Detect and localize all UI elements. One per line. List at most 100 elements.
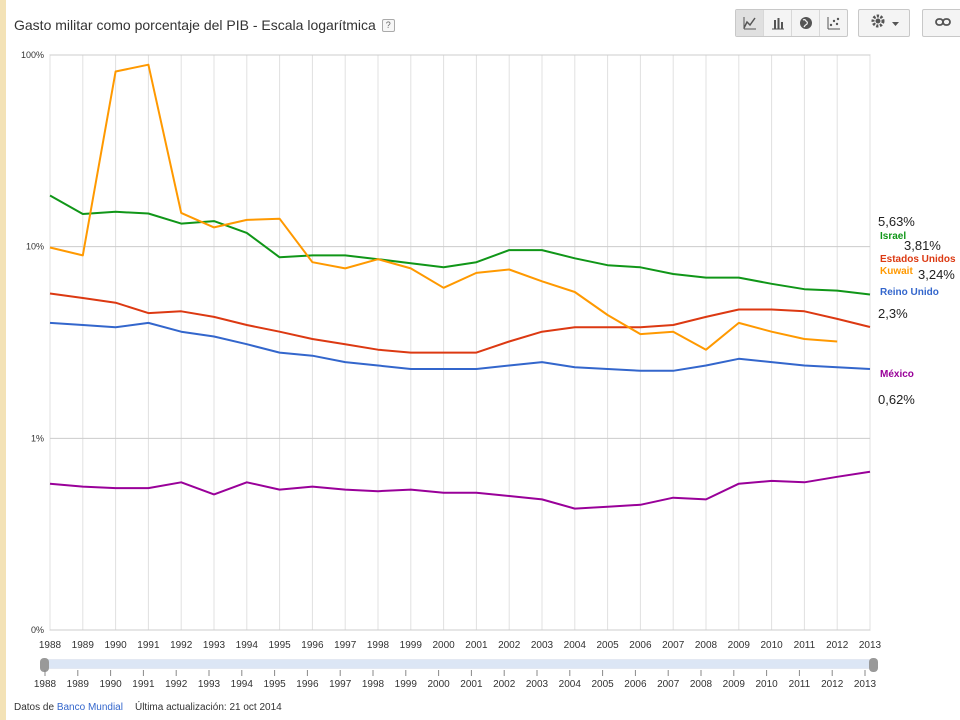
slider-tick-label: 2007 [657,679,680,690]
map-icon[interactable] [792,10,820,36]
slider-tick-label: 1991 [132,679,155,690]
series-name-label: México [880,369,914,380]
scatter-icon[interactable] [820,10,847,36]
slider-tick-label: 1995 [263,679,286,690]
x-tick-label: 2012 [826,640,849,651]
x-tick-label: 1992 [170,640,193,651]
series-layer [49,63,871,510]
slider-tick-label: 2002 [493,679,516,690]
link-icon [935,14,951,32]
grid-layer [49,54,871,631]
line-chart-icon[interactable] [736,10,764,36]
slider-tick-label: 2000 [427,679,450,690]
slider-tick-label: 1998 [362,679,385,690]
x-tick-label: 1997 [334,640,357,651]
slider-handle-right[interactable] [869,658,878,672]
slider-tick-label: 2011 [789,679,811,690]
chart-type-toolbar [735,9,848,37]
series-name-label: Israel [880,231,906,242]
series-value-label: 2,3% [878,306,908,321]
slider-tick-label: 1994 [231,679,254,690]
x-tick-label: 1995 [268,640,291,651]
series-name-label: Reino Unido [880,287,939,298]
series-name-label: Kuwait [880,266,913,277]
plot-frame [49,54,871,631]
slider-tick-label: 1999 [395,679,418,690]
x-tick-label: 2005 [596,640,619,651]
settings-button[interactable] [858,9,910,37]
slider-tick-label: 1989 [67,679,90,690]
x-tick-label: 2011 [794,640,816,651]
last-updated: Última actualización: 21 oct 2014 [134,702,282,713]
x-tick-label: 1994 [236,640,259,651]
line-chart: 100% 10% 1% 0% 1988 1989 1990 1991 1992 1993 1994… [21,50,956,690]
x-tick-label: 1993 [203,640,226,651]
series-line-estados-unidos [49,292,871,354]
series-value-label: 3,24% [918,267,955,282]
chevron-down-icon [891,14,899,32]
x-tick-label: 1999 [400,640,423,651]
series-value-label: 0,62% [878,392,915,407]
gear-icon [870,13,886,34]
x-tick-label: 2010 [760,640,783,651]
y-tick-label: 100% [21,50,44,60]
link-button[interactable] [922,9,960,37]
slider-tick-label: 1993 [198,679,221,690]
left-stripe [0,0,6,720]
x-tick-label: 2003 [531,640,554,651]
slider-tick-label: 2010 [755,679,778,690]
slider-tick-label: 2005 [591,679,614,690]
x-tick-label: 2004 [564,640,587,651]
slider-tick-label: 2013 [854,679,877,690]
help-icon[interactable]: ? [381,18,395,32]
slider-tick-label: 1988 [34,679,57,690]
slider-tick-label: 1997 [329,679,352,690]
footer: Datos de Banco Mundial Última actualizac… [14,702,282,713]
slider-range [45,660,875,668]
slider-tick-label: 2006 [624,679,647,690]
source-link[interactable]: Banco Mundial [56,702,123,713]
x-tick-label: 1991 [137,640,160,651]
x-tick-label: 1988 [39,640,62,651]
series-line-israel [49,194,871,296]
x-tick-label: 2001 [465,640,488,651]
slider-tick-label: 2009 [723,679,746,690]
slider-tick-label: 1996 [296,679,319,690]
slider-tick-label: 2008 [690,679,713,690]
x-tick-label: 2002 [498,640,521,651]
slider-tick-label: 1990 [99,679,122,690]
x-tick-label: 2006 [629,640,652,651]
bar-chart-icon[interactable] [764,10,792,36]
x-tick-label: 1996 [301,640,324,651]
source-credit: Datos de Banco Mundial [14,702,123,713]
x-tick-label: 1990 [104,640,127,651]
y-tick-label: 1% [31,433,44,443]
series-line-reino-unido [49,321,871,372]
series-value-label: 5,63% [878,214,915,229]
series-line-méxico [49,470,871,510]
slider-tick-label: 2012 [821,679,844,690]
x-tick-label: 2008 [695,640,718,651]
slider-tick-label: 2004 [559,679,582,690]
y-tick-label: 0% [31,625,44,635]
x-tick-label: 2007 [662,640,685,651]
slider-tick-label: 2003 [526,679,549,690]
slider-tick-label: 2001 [460,679,483,690]
x-tick-label: 2000 [432,640,455,651]
x-tick-label: 2013 [859,640,882,651]
slider-handle-left[interactable] [40,658,49,672]
x-tick-layer: 1988 1989 1990 1991 1992 1993 1994 1995 1996 1997… [39,640,882,651]
y-tick-layer: 100% 10% 1% 0% [21,50,44,635]
x-tick-label: 1998 [367,640,390,651]
x-tick-label: 2009 [728,640,751,651]
chart-header: Gasto militar como porcentaje del PIB - … [14,14,395,36]
series-value-label: 3,81% [904,238,941,253]
slider-tick-label: 1992 [165,679,188,690]
y-tick-label: 10% [26,242,44,252]
series-name-label: Estados Unidos [880,254,956,265]
chart-type-group [735,9,848,37]
source-prefix: Datos de [14,702,55,713]
time-slider: 1988 1989 1990 1991 1992 1993 1994 1995 1996 1997… [34,658,878,690]
x-tick-label: 1989 [72,640,95,651]
